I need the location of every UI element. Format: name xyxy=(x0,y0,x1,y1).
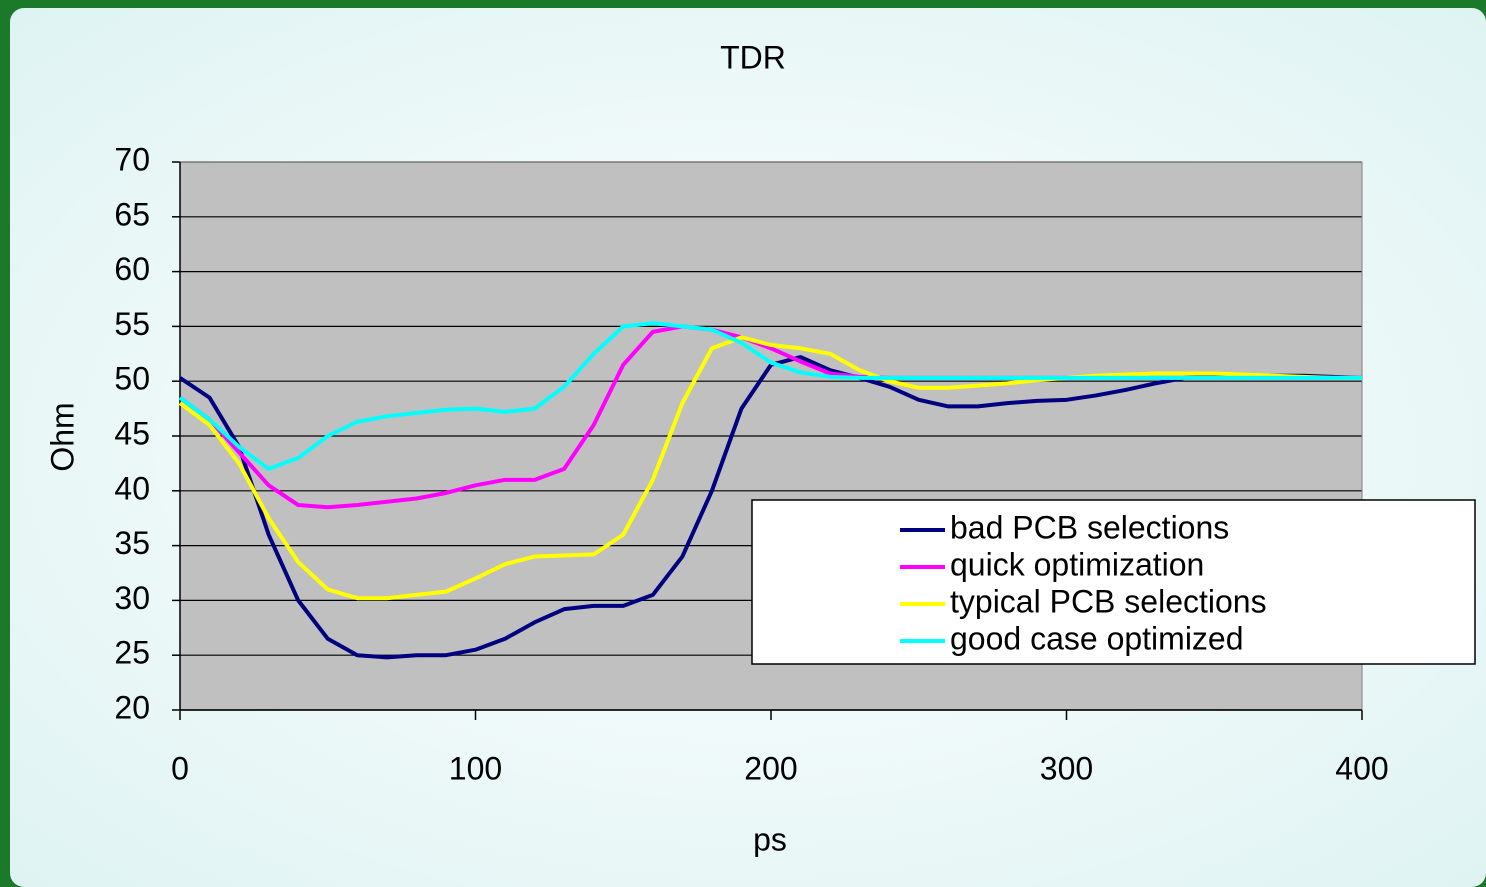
x-tick-label: 0 xyxy=(171,750,189,786)
y-tick-label: 45 xyxy=(114,415,150,451)
y-tick-label: 20 xyxy=(114,689,150,725)
y-tick-label: 65 xyxy=(114,196,150,232)
y-tick-label: 55 xyxy=(114,306,150,342)
y-tick-label: 50 xyxy=(114,361,150,397)
legend-box xyxy=(751,499,1476,665)
series-line xyxy=(178,321,1362,471)
chart-title: TDR xyxy=(720,39,786,75)
series-line xyxy=(178,335,1362,601)
x-tick-label: 300 xyxy=(1040,750,1093,786)
y-axis-label: Ohm xyxy=(44,402,80,471)
series-line xyxy=(178,355,1363,660)
y-tick-label: 40 xyxy=(114,470,150,506)
x-tick-label: 100 xyxy=(449,750,502,786)
legend-label: quick optimization xyxy=(950,546,1204,582)
y-tick-label: 60 xyxy=(114,251,150,287)
y-tick-label: 25 xyxy=(114,635,150,671)
y-tick-label: 70 xyxy=(114,141,150,177)
x-tick-label: 400 xyxy=(1335,750,1388,786)
legend-label: good case optimized xyxy=(950,620,1244,656)
legend-label: typical PCB selections xyxy=(950,583,1267,619)
legend-label: bad PCB selections xyxy=(950,509,1229,545)
x-axis-label: ps xyxy=(753,821,787,857)
y-tick-label: 35 xyxy=(114,525,150,561)
x-tick-label: 200 xyxy=(744,750,797,786)
y-tick-label: 30 xyxy=(114,580,150,616)
